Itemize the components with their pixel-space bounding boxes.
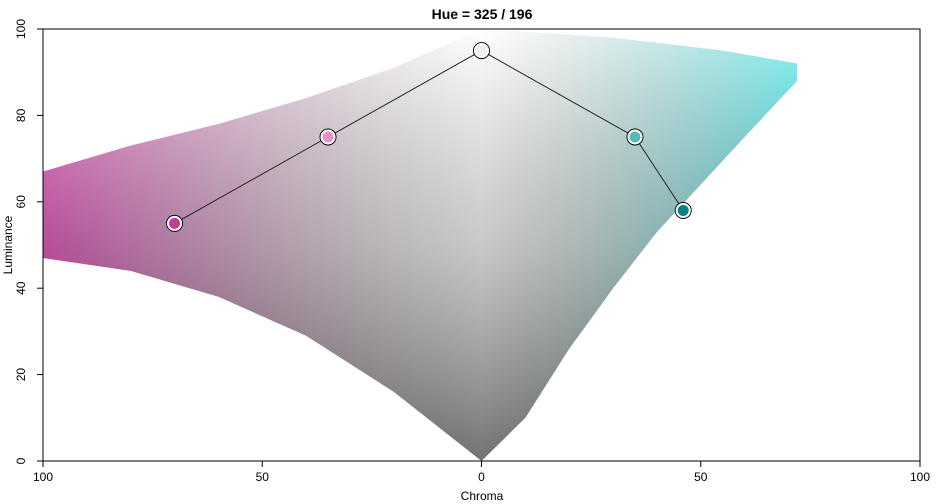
plot-area [43, 29, 798, 461]
x-tick-label-4: 100 [910, 470, 930, 484]
y-axis-label: Luminance [1, 215, 15, 274]
data-point-1 [320, 129, 336, 145]
chart-title: Hue = 325 / 196 [432, 6, 533, 22]
data-point-3 [627, 129, 643, 145]
y-axis: 0 20 40 60 80 100 [14, 19, 43, 464]
data-point-2 [474, 43, 489, 59]
data-point-outline-1 [319, 128, 337, 146]
x-axis: 100 50 0 50 100 [33, 461, 930, 484]
data-point-4 [675, 202, 691, 218]
color-gamut [43, 29, 798, 461]
y-tick-label-0: 0 [14, 457, 28, 464]
y-tick-label-2: 40 [14, 281, 28, 295]
data-points [166, 42, 692, 232]
y-tick-label-3: 60 [14, 195, 28, 209]
data-point-outline-0 [166, 214, 184, 232]
data-point-outline-2 [473, 42, 490, 60]
data-point-outline-3 [626, 128, 644, 146]
gamut-left-luminance [43, 29, 482, 461]
y-tick-label-1: 20 [14, 368, 28, 382]
y-tick-label-4: 80 [14, 108, 28, 122]
x-tick-label-2: 0 [478, 470, 485, 484]
x-tick-label-3: 50 [694, 470, 708, 484]
x-tick-label-1: 50 [256, 470, 270, 484]
data-point-0 [167, 215, 183, 231]
y-tick-label-5: 100 [14, 19, 28, 39]
gamut-right-luminance [481, 29, 798, 461]
data-point-outline-4 [674, 201, 692, 219]
x-axis-label: Chroma [461, 489, 504, 503]
x-tick-label-0: 100 [33, 470, 53, 484]
